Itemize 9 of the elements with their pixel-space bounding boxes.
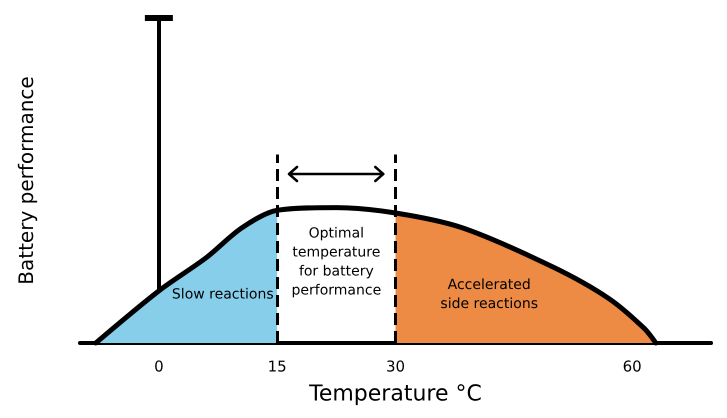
annotation: Optimal temperature for battery performance (292, 225, 382, 298)
annotation: Accelerated side reactions (440, 276, 538, 312)
x-tick-label: 30 (386, 358, 406, 376)
x-tick-label: 15 (268, 358, 287, 376)
x-axis-title: Temperature °C (308, 382, 482, 406)
annotation: Slow reactions (172, 286, 274, 302)
y-axis-title: Battery performance (14, 76, 38, 285)
x-tick-label: 0 (154, 358, 164, 376)
x-tick-label: 60 (622, 358, 642, 376)
